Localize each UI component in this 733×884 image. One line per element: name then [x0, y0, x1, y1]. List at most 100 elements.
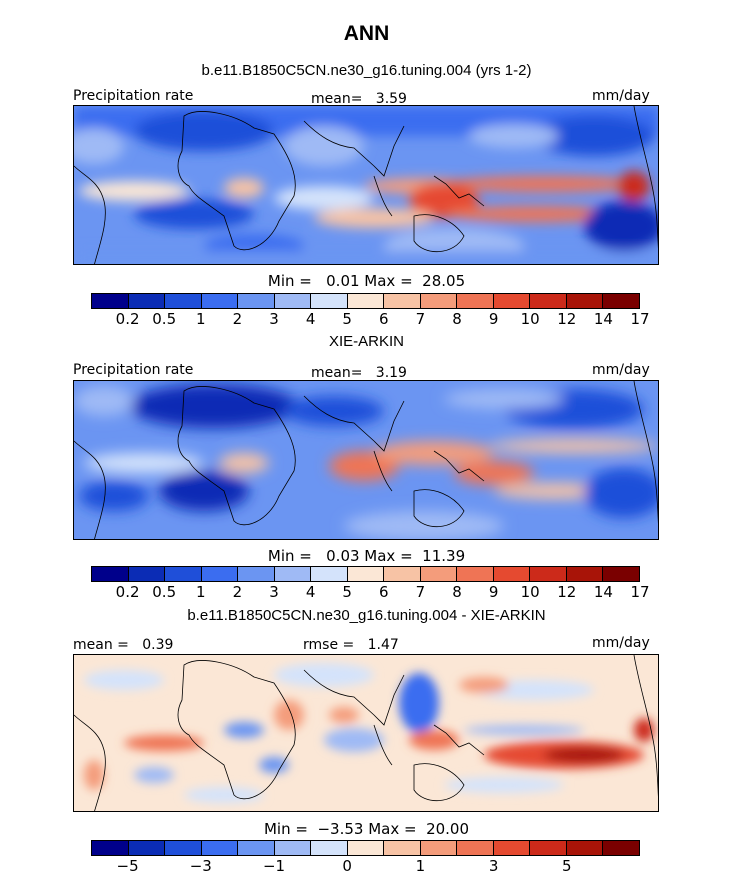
colorbar-tick-label: 3	[269, 583, 279, 601]
colorbar-swatch-12	[530, 841, 567, 855]
colorbar-tick-label: 7	[415, 583, 426, 601]
panel1-units-label: mm/day	[592, 88, 650, 104]
colorbar-swatch-9	[420, 841, 458, 855]
colorbar-tick-label: 0.2	[115, 310, 140, 328]
panel1-map	[73, 105, 659, 265]
colorbar-tick-label: 6	[379, 583, 389, 601]
colorbar-tick-label: 8	[452, 310, 462, 328]
panel1-variable-label: Precipitation rate	[73, 88, 194, 104]
colorbar-swatch-14	[603, 294, 639, 308]
colorbar-tick-label: 1	[196, 310, 206, 328]
panel1-min-max: Min = 0.01 Max = 28.05	[267, 272, 466, 290]
colorbar-swatch-1	[128, 294, 166, 308]
colorbar-absolute-1-ticks: 0.2 0.5 1 2 3 4 5 6 7 8 9 10 12 14 17	[91, 310, 650, 330]
colorbar-swatch-6	[311, 567, 348, 581]
colorbar-tick-label: 2	[232, 583, 243, 601]
colorbar-tick-label: 9	[488, 310, 499, 328]
panel2-variable-label: Precipitation rate	[73, 362, 194, 378]
panel3-map	[73, 654, 659, 812]
panel3-units-label: mm/day	[592, 635, 650, 651]
colorbar-swatch-3	[201, 841, 239, 855]
panel2-coastlines	[74, 381, 658, 539]
panel2-precip-field	[74, 384, 658, 539]
panel3-rmse-label: rmse = 1.47	[303, 637, 399, 653]
colorbar-tick-label: 5	[342, 583, 352, 601]
colorbar-difference-ticks: −5 −3 −1 0 1 3 5	[91, 857, 640, 877]
colorbar-tick-label: 4	[305, 310, 316, 328]
colorbar-swatch-7	[347, 567, 385, 581]
colorbar-tick-label: 12	[557, 310, 577, 328]
colorbar-tick-label: 5	[342, 310, 352, 328]
colorbar-swatch-8	[384, 841, 421, 855]
colorbar-swatch-3	[201, 294, 239, 308]
colorbar-tick-label: 3	[488, 857, 499, 875]
panel2-mean-label: mean= 3.19	[311, 365, 407, 381]
colorbar-swatch-14	[603, 567, 639, 581]
colorbar-swatch-13	[566, 841, 604, 855]
colorbar-absolute-1	[91, 293, 640, 309]
panel3-min-max: Min = −3.53 Max = 20.00	[263, 820, 470, 838]
panel1-mean-label: mean= 3.59	[311, 91, 407, 107]
difference-title: b.e11.B1850C5CN.ne30_g16.tuning.004 - XI…	[187, 607, 546, 624]
colorbar-swatch-4	[238, 294, 275, 308]
colorbar-absolute-2	[91, 566, 640, 582]
colorbar-tick-label: 4	[305, 583, 316, 601]
colorbar-tick-label: 14	[593, 583, 613, 601]
colorbar-swatch-2	[165, 841, 202, 855]
colorbar-swatch-10	[457, 294, 494, 308]
panel2-map	[73, 380, 659, 540]
panel3-diff-field	[84, 663, 654, 803]
colorbar-swatch-7	[347, 294, 385, 308]
colorbar-tick-label: 5	[562, 857, 572, 875]
panel2-min-max: Min = 0.03 Max = 11.39	[267, 547, 466, 565]
colorbar-tick-label: 9	[488, 583, 499, 601]
colorbar-swatch-5	[274, 841, 312, 855]
colorbar-tick-label: 1	[415, 857, 426, 875]
colorbar-tick-label: 3	[269, 310, 279, 328]
colorbar-tick-label: 6	[379, 310, 389, 328]
colorbar-tick-label: 0	[342, 857, 352, 875]
colorbar-swatch-1	[128, 567, 166, 581]
colorbar-swatch-6	[311, 841, 348, 855]
colorbar-swatch-9	[420, 567, 458, 581]
panel3-mean-label: mean = 0.39	[73, 637, 174, 653]
colorbar-tick-label: 10	[520, 310, 540, 328]
colorbar-tick-label: 2	[232, 310, 243, 328]
colorbar-swatch-10	[457, 567, 494, 581]
colorbar-tick-label: −1	[262, 857, 286, 875]
colorbar-swatch-0	[92, 294, 129, 308]
colorbar-swatch-12	[530, 294, 567, 308]
model-case-title: b.e11.B1850C5CN.ne30_g16.tuning.004 (yrs…	[201, 62, 532, 79]
colorbar-swatch-0	[92, 841, 129, 855]
panel2-units-label: mm/day	[592, 362, 650, 378]
colorbar-swatch-3	[201, 567, 239, 581]
colorbar-absolute-2-ticks: 0.2 0.5 1 2 3 4 5 6 7 8 9 10 12 14 17	[91, 583, 650, 603]
colorbar-tick-label: 7	[415, 310, 426, 328]
colorbar-tick-label: 10	[520, 583, 540, 601]
colorbar-swatch-11	[493, 294, 531, 308]
panel1-precip-field	[74, 106, 658, 264]
colorbar-swatch-8	[384, 567, 421, 581]
colorbar-swatch-13	[566, 567, 604, 581]
colorbar-swatch-14	[603, 841, 639, 855]
colorbar-tick-label: 8	[452, 583, 462, 601]
observation-title: XIE-ARKIN	[328, 333, 404, 350]
panel3-coastlines	[74, 655, 658, 811]
colorbar-swatch-2	[165, 294, 202, 308]
colorbar-swatch-5	[274, 294, 312, 308]
colorbar-tick-label: −5	[116, 857, 139, 875]
colorbar-swatch-4	[238, 841, 275, 855]
colorbar-tick-label: 14	[593, 310, 613, 328]
colorbar-swatch-5	[274, 567, 312, 581]
colorbar-tick-label: 1	[196, 583, 206, 601]
main-title: ANN	[343, 22, 390, 45]
colorbar-swatch-2	[165, 567, 202, 581]
colorbar-tick-label: 12	[557, 583, 577, 601]
colorbar-difference	[91, 840, 640, 856]
colorbar-tick-label: 0.5	[152, 310, 177, 328]
colorbar-tick-label: 17	[630, 310, 650, 328]
colorbar-tick-label: 0.2	[115, 583, 140, 601]
colorbar-swatch-6	[311, 294, 348, 308]
colorbar-swatch-8	[384, 294, 421, 308]
